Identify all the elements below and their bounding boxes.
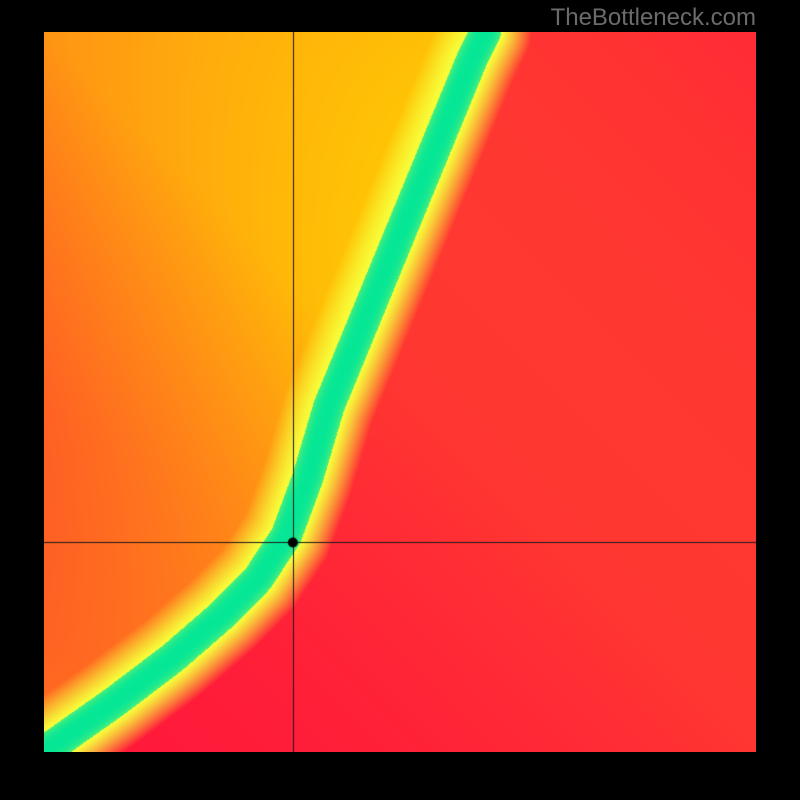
bottleneck-heatmap — [44, 32, 756, 752]
watermark-text: TheBottleneck.com — [551, 4, 756, 32]
